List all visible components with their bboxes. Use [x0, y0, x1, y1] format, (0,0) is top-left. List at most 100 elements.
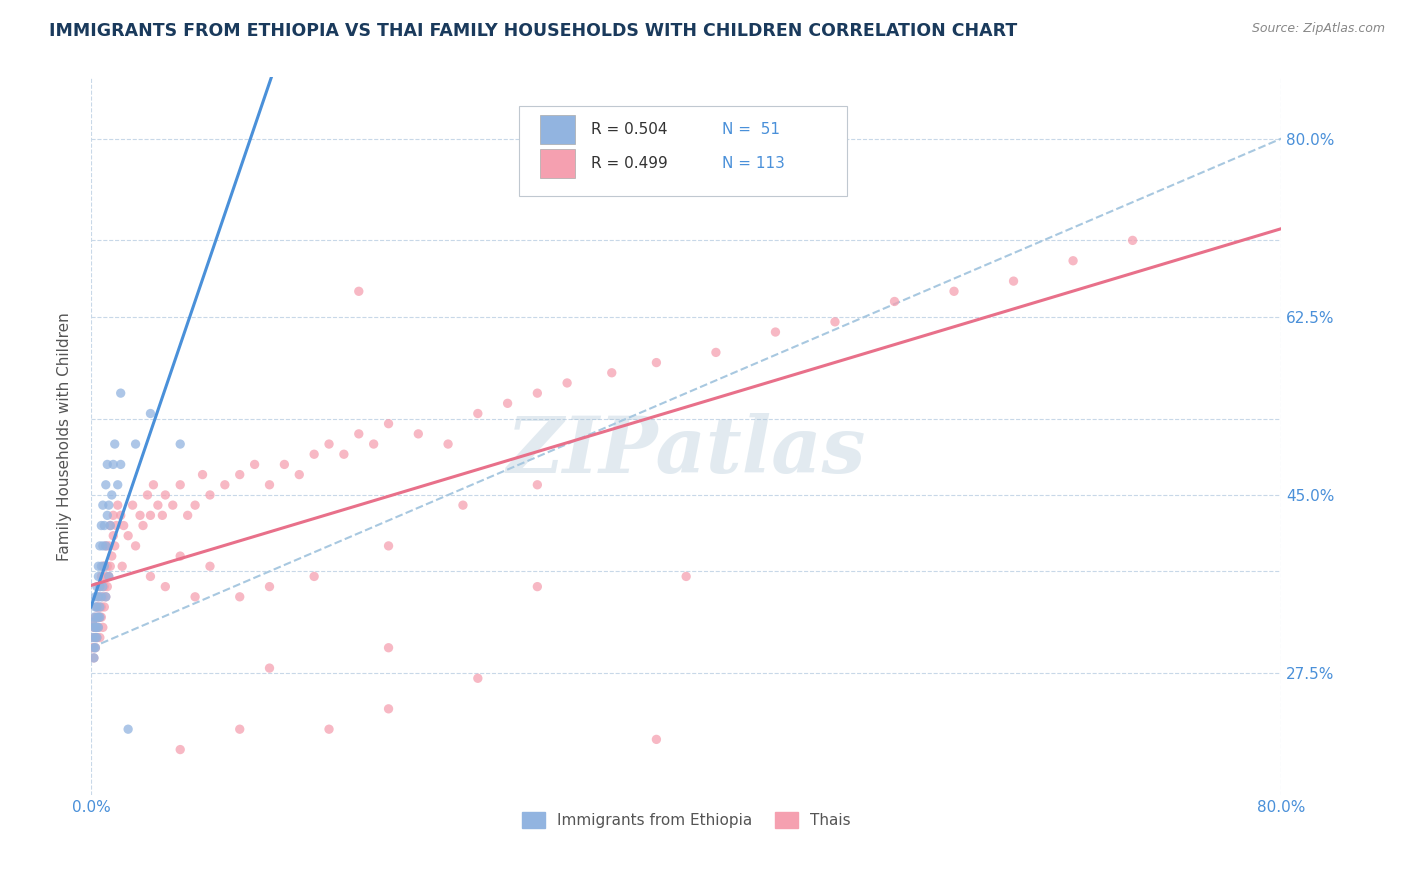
Point	[87, 599, 110, 614]
Point	[86, 620, 108, 634]
Point	[347, 285, 370, 299]
Point	[84, 620, 107, 634]
Point	[89, 610, 111, 624]
Point	[526, 386, 548, 401]
Point	[333, 447, 356, 461]
Point	[93, 518, 115, 533]
Point	[94, 477, 117, 491]
Point	[117, 722, 139, 736]
Point	[90, 590, 112, 604]
Point	[408, 426, 430, 441]
Point	[121, 498, 143, 512]
Point	[103, 508, 125, 523]
Point	[93, 559, 115, 574]
Point	[467, 671, 489, 685]
Point	[91, 559, 114, 574]
Point	[96, 508, 118, 523]
Point	[84, 620, 107, 634]
Point	[169, 437, 191, 451]
Bar	[540, 149, 575, 178]
Point	[146, 498, 169, 512]
Point	[107, 477, 129, 491]
Point	[318, 722, 340, 736]
Point	[86, 631, 108, 645]
Point	[169, 742, 191, 756]
Point	[1122, 233, 1144, 247]
Point	[91, 620, 114, 634]
Point	[111, 559, 134, 574]
Point	[84, 631, 107, 645]
Point	[645, 732, 668, 747]
Point	[84, 590, 107, 604]
Point	[83, 610, 105, 624]
Point	[139, 569, 162, 583]
Point	[198, 559, 221, 574]
Point	[214, 477, 236, 491]
Point	[84, 640, 107, 655]
Point	[377, 640, 399, 655]
Point	[150, 508, 173, 523]
Point	[104, 437, 127, 451]
Point	[318, 437, 340, 451]
Point	[89, 539, 111, 553]
Point	[943, 285, 966, 299]
Point	[129, 508, 152, 523]
Point	[86, 631, 108, 645]
Point	[198, 488, 221, 502]
Point	[90, 569, 112, 583]
Point	[86, 580, 108, 594]
Point	[96, 559, 118, 574]
Point	[86, 620, 108, 634]
Point	[645, 355, 668, 369]
Point	[84, 640, 107, 655]
Text: R = 0.504: R = 0.504	[591, 122, 668, 137]
Point	[94, 590, 117, 604]
Point	[273, 458, 295, 472]
Point	[86, 610, 108, 624]
Y-axis label: Family Households with Children: Family Households with Children	[58, 312, 72, 561]
Point	[86, 599, 108, 614]
Point	[169, 477, 191, 491]
Point	[94, 569, 117, 583]
Point	[90, 610, 112, 624]
Point	[155, 488, 177, 502]
Point	[89, 580, 111, 594]
Legend: Immigrants from Ethiopia, Thais: Immigrants from Ethiopia, Thais	[516, 806, 856, 834]
Point	[824, 315, 846, 329]
Point	[110, 386, 132, 401]
Point	[83, 651, 105, 665]
Point	[83, 631, 105, 645]
Point	[94, 539, 117, 553]
Point	[704, 345, 727, 359]
Point	[83, 640, 105, 655]
Point	[96, 580, 118, 594]
Point	[555, 376, 578, 390]
Point	[139, 407, 162, 421]
Point	[176, 508, 198, 523]
Point	[117, 529, 139, 543]
Point	[90, 518, 112, 533]
Point	[82, 631, 104, 645]
Point	[169, 549, 191, 563]
Point	[82, 615, 104, 630]
Point	[155, 580, 177, 594]
Point	[243, 458, 266, 472]
Point	[363, 437, 385, 451]
Point	[90, 599, 112, 614]
Point	[675, 569, 697, 583]
Point	[302, 447, 325, 461]
Point	[91, 539, 114, 553]
Point	[259, 661, 281, 675]
Point	[1002, 274, 1025, 288]
Point	[94, 590, 117, 604]
Text: Source: ZipAtlas.com: Source: ZipAtlas.com	[1251, 22, 1385, 36]
Point	[94, 539, 117, 553]
Point	[259, 580, 281, 594]
Point	[91, 498, 114, 512]
Point	[98, 518, 121, 533]
Point	[229, 590, 252, 604]
Point	[84, 610, 107, 624]
Point	[87, 590, 110, 604]
Point	[83, 620, 105, 634]
Point	[347, 426, 370, 441]
